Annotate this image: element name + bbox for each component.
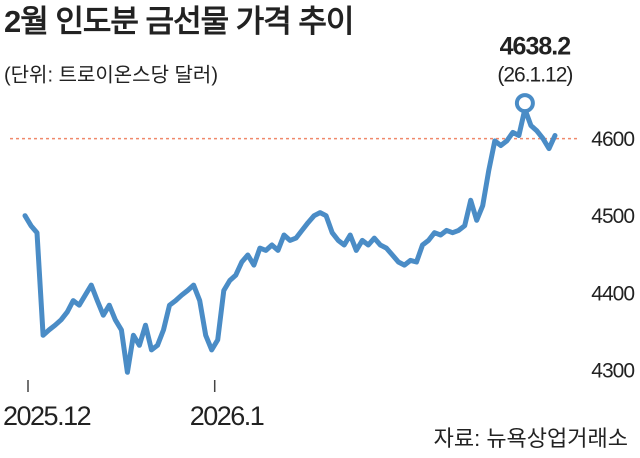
source: 자료: 뉴욕상업거래소	[434, 426, 628, 451]
series-line	[22, 106, 558, 375]
y-tick-label: 4500	[591, 205, 634, 228]
y-tick-label: 4600	[591, 128, 634, 151]
chart-title: 2월 인도분 금선물 가격 추이	[4, 4, 353, 39]
peak-marker	[514, 93, 535, 114]
y-tick-label: 4400	[591, 282, 634, 305]
x-tick-label: 2025.12	[3, 401, 91, 431]
y-tick-label: 4300	[591, 360, 634, 383]
peak-value-label: 4638.2	[500, 33, 571, 61]
x-tick-label: 2026.1	[190, 401, 264, 431]
peak-date-label: (26.1.12)	[497, 64, 572, 87]
chart-subtitle: (단위: 트로이온스당 달러)	[4, 63, 218, 86]
